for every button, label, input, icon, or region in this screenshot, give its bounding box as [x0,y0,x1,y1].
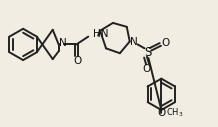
Text: O: O [142,64,151,74]
Text: O: O [161,38,169,48]
Text: O: O [73,56,82,66]
Text: N: N [59,38,66,48]
Text: HN: HN [93,29,109,39]
Text: O: O [157,108,165,118]
Text: S: S [144,46,151,59]
Text: CH$_3$: CH$_3$ [166,107,184,119]
Text: N: N [130,37,138,47]
